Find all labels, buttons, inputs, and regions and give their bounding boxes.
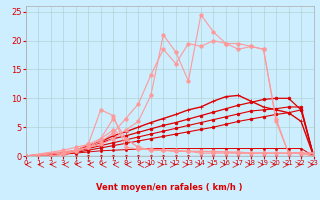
- X-axis label: Vent moyen/en rafales ( km/h ): Vent moyen/en rafales ( km/h ): [96, 183, 243, 192]
